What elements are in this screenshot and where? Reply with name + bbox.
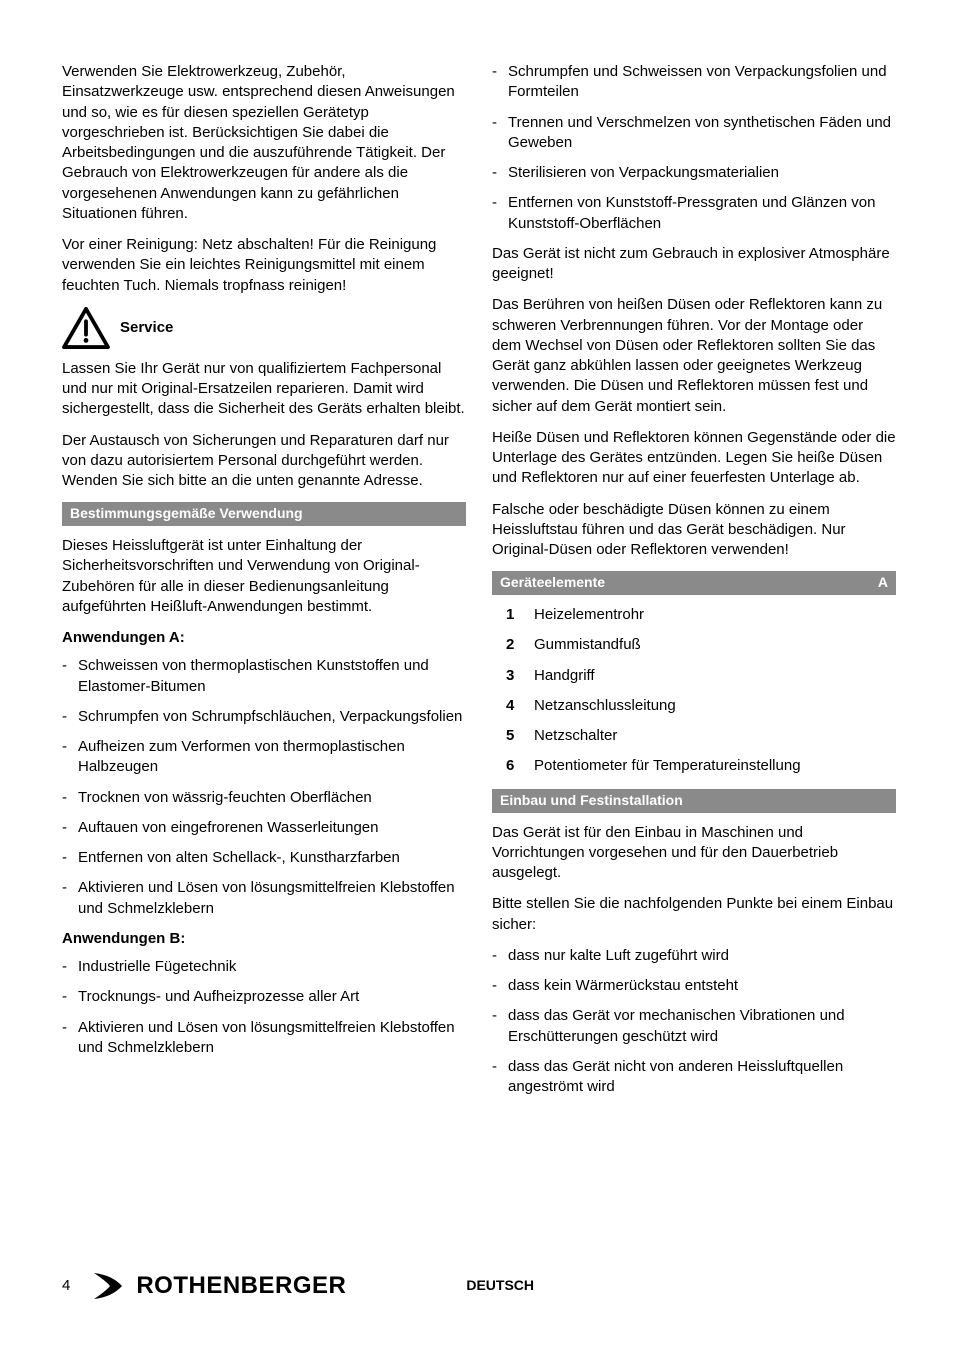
item-text: Handgriff bbox=[534, 666, 595, 686]
section-title: Geräteelemente bbox=[500, 574, 605, 590]
item-number: 1 bbox=[506, 605, 534, 625]
right-column: Schrumpfen und Schweissen von Verpackung… bbox=[492, 62, 896, 1107]
paragraph: Lassen Sie Ihr Gerät nur von qualifizier… bbox=[62, 359, 466, 420]
list-einbau: dass nur kalte Luft zugeführt wird dass … bbox=[492, 946, 896, 1098]
list-item: dass kein Wärmerückstau entsteht bbox=[492, 976, 896, 996]
list-item: 3Handgriff bbox=[492, 666, 896, 686]
list-anwendungen-a: Schweissen von thermoplastischen Kunstst… bbox=[62, 656, 466, 919]
paragraph: Das Gerät ist nicht zum Gebrauch in expl… bbox=[492, 244, 896, 285]
left-column: Verwenden Sie Elektrowerkzeug, Zubehör, … bbox=[62, 62, 466, 1107]
service-block: Service bbox=[62, 307, 466, 349]
item-number: 4 bbox=[506, 696, 534, 716]
paragraph: Das Berühren von heißen Düsen oder Refle… bbox=[492, 295, 896, 417]
paragraph: Das Gerät ist für den Einbau in Maschine… bbox=[492, 823, 896, 884]
paragraph: Dieses Heissluftgerät ist unter Einhaltu… bbox=[62, 536, 466, 617]
item-text: Gummistandfuß bbox=[534, 635, 641, 655]
item-number: 6 bbox=[506, 756, 534, 776]
service-heading: Service bbox=[120, 318, 173, 338]
paragraph: Heiße Düsen und Reflektoren können Gegen… bbox=[492, 428, 896, 489]
subheading-anwendungen-a: Anwendungen A: bbox=[62, 628, 466, 648]
list-item: dass das Gerät nicht von anderen Heisslu… bbox=[492, 1057, 896, 1098]
list-item: Aktivieren und Lösen von lösungsmittelfr… bbox=[62, 1018, 466, 1059]
list-item: Schrumpfen von Schrumpfschläuchen, Verpa… bbox=[62, 707, 466, 727]
list-item: Industrielle Fügetechnik bbox=[62, 957, 466, 977]
item-number: 3 bbox=[506, 666, 534, 686]
list-item: 6Potentiometer für Temperatureinstellung bbox=[492, 756, 896, 776]
list-item: Schweissen von thermoplastischen Kunstst… bbox=[62, 656, 466, 697]
list-item: 2Gummistandfuß bbox=[492, 635, 896, 655]
list-item: 4Netzanschlussleitung bbox=[492, 696, 896, 716]
list-item: Sterilisieren von Verpackungsmaterialien bbox=[492, 163, 896, 183]
language-label: DEUTSCH bbox=[466, 1276, 534, 1295]
section-letter: A bbox=[878, 573, 888, 592]
item-number: 2 bbox=[506, 635, 534, 655]
section-header-geraeteelemente: Geräteelemente A bbox=[492, 571, 896, 595]
list-item: 1Heizelementrohr bbox=[492, 605, 896, 625]
brand-logo: ROTHENBERGER bbox=[92, 1270, 346, 1302]
paragraph: Vor einer Reinigung: Netz abschalten! Fü… bbox=[62, 235, 466, 296]
item-number: 5 bbox=[506, 726, 534, 746]
list-item: 5Netzschalter bbox=[492, 726, 896, 746]
list-item: Trennen und Verschmelzen von synthetisch… bbox=[492, 113, 896, 154]
section-header-verwendung: Bestimmungsgemäße Verwendung bbox=[62, 502, 466, 526]
list-anwendungen-b: Industrielle Fügetechnik Trocknungs- und… bbox=[62, 957, 466, 1058]
page-number: 4 bbox=[62, 1276, 70, 1296]
list-item: dass das Gerät vor mechanischen Vibratio… bbox=[492, 1006, 896, 1047]
brand-name: ROTHENBERGER bbox=[136, 1270, 346, 1302]
item-text: Potentiometer für Temperatureinstellung bbox=[534, 756, 801, 776]
list-item: Entfernen von Kunststoff-Pressgraten und… bbox=[492, 193, 896, 234]
list-item: Auftauen von eingefrorenen Wasserleitung… bbox=[62, 818, 466, 838]
list-item: Trocknen von wässrig-feuchten Oberfläche… bbox=[62, 788, 466, 808]
list-item: Aktivieren und Lösen von lösungsmittelfr… bbox=[62, 878, 466, 919]
subheading-anwendungen-b: Anwendungen B: bbox=[62, 929, 466, 949]
list-item: dass nur kalte Luft zugeführt wird bbox=[492, 946, 896, 966]
list-top-right: Schrumpfen und Schweissen von Verpackung… bbox=[492, 62, 896, 234]
section-header-einbau: Einbau und Festinstallation bbox=[492, 789, 896, 813]
list-item: Aufheizen zum Verformen von thermoplasti… bbox=[62, 737, 466, 778]
brand-arrow-icon bbox=[92, 1271, 132, 1301]
numbered-list-elements: 1Heizelementrohr 2Gummistandfuß 3Handgri… bbox=[492, 605, 896, 777]
paragraph: Der Austausch von Sicherungen und Repara… bbox=[62, 431, 466, 492]
paragraph: Falsche oder beschädigte Düsen können zu… bbox=[492, 500, 896, 561]
item-text: Netzanschlussleitung bbox=[534, 696, 676, 716]
list-item: Trocknungs- und Aufheizprozesse aller Ar… bbox=[62, 987, 466, 1007]
page-footer: 4 ROTHENBERGER DEUTSCH bbox=[62, 1270, 896, 1302]
paragraph: Verwenden Sie Elektrowerkzeug, Zubehör, … bbox=[62, 62, 466, 224]
warning-icon bbox=[62, 307, 110, 349]
list-item: Schrumpfen und Schweissen von Verpackung… bbox=[492, 62, 896, 103]
item-text: Heizelementrohr bbox=[534, 605, 644, 625]
list-item: Entfernen von alten Schellack-, Kunsthar… bbox=[62, 848, 466, 868]
item-text: Netzschalter bbox=[534, 726, 617, 746]
content-columns: Verwenden Sie Elektrowerkzeug, Zubehör, … bbox=[62, 62, 896, 1107]
paragraph: Bitte stellen Sie die nachfolgenden Punk… bbox=[492, 894, 896, 935]
